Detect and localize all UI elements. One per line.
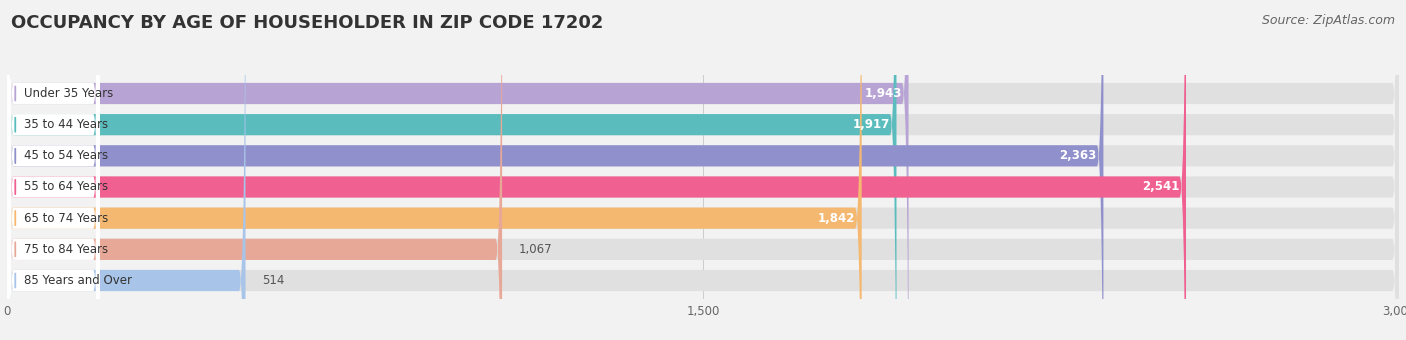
Text: 1,067: 1,067 <box>519 243 553 256</box>
Text: 45 to 54 Years: 45 to 54 Years <box>24 149 108 162</box>
Text: 75 to 84 Years: 75 to 84 Years <box>24 243 108 256</box>
FancyBboxPatch shape <box>7 0 100 340</box>
Text: 2,541: 2,541 <box>1142 181 1180 193</box>
FancyBboxPatch shape <box>7 0 100 340</box>
FancyBboxPatch shape <box>7 0 1399 340</box>
FancyBboxPatch shape <box>7 0 1104 340</box>
Text: 1,943: 1,943 <box>865 87 901 100</box>
FancyBboxPatch shape <box>7 0 100 340</box>
FancyBboxPatch shape <box>7 0 908 340</box>
FancyBboxPatch shape <box>7 0 1399 340</box>
Text: Source: ZipAtlas.com: Source: ZipAtlas.com <box>1261 14 1395 27</box>
Text: 1,917: 1,917 <box>852 118 890 131</box>
FancyBboxPatch shape <box>7 0 100 340</box>
FancyBboxPatch shape <box>7 0 100 340</box>
Text: 85 Years and Over: 85 Years and Over <box>24 274 132 287</box>
Text: 55 to 64 Years: 55 to 64 Years <box>24 181 108 193</box>
FancyBboxPatch shape <box>7 0 897 340</box>
FancyBboxPatch shape <box>7 0 1399 340</box>
Text: 65 to 74 Years: 65 to 74 Years <box>24 212 108 225</box>
FancyBboxPatch shape <box>7 0 1399 340</box>
FancyBboxPatch shape <box>7 0 1187 340</box>
FancyBboxPatch shape <box>7 0 502 340</box>
Text: 35 to 44 Years: 35 to 44 Years <box>24 118 108 131</box>
FancyBboxPatch shape <box>7 0 1399 340</box>
Text: OCCUPANCY BY AGE OF HOUSEHOLDER IN ZIP CODE 17202: OCCUPANCY BY AGE OF HOUSEHOLDER IN ZIP C… <box>11 14 603 32</box>
FancyBboxPatch shape <box>7 0 862 340</box>
FancyBboxPatch shape <box>7 0 246 340</box>
Text: 1,842: 1,842 <box>817 212 855 225</box>
FancyBboxPatch shape <box>7 0 1399 340</box>
Text: Under 35 Years: Under 35 Years <box>24 87 112 100</box>
FancyBboxPatch shape <box>7 0 100 340</box>
Text: 514: 514 <box>262 274 284 287</box>
FancyBboxPatch shape <box>7 0 1399 340</box>
Text: 2,363: 2,363 <box>1059 149 1097 162</box>
FancyBboxPatch shape <box>7 0 100 340</box>
